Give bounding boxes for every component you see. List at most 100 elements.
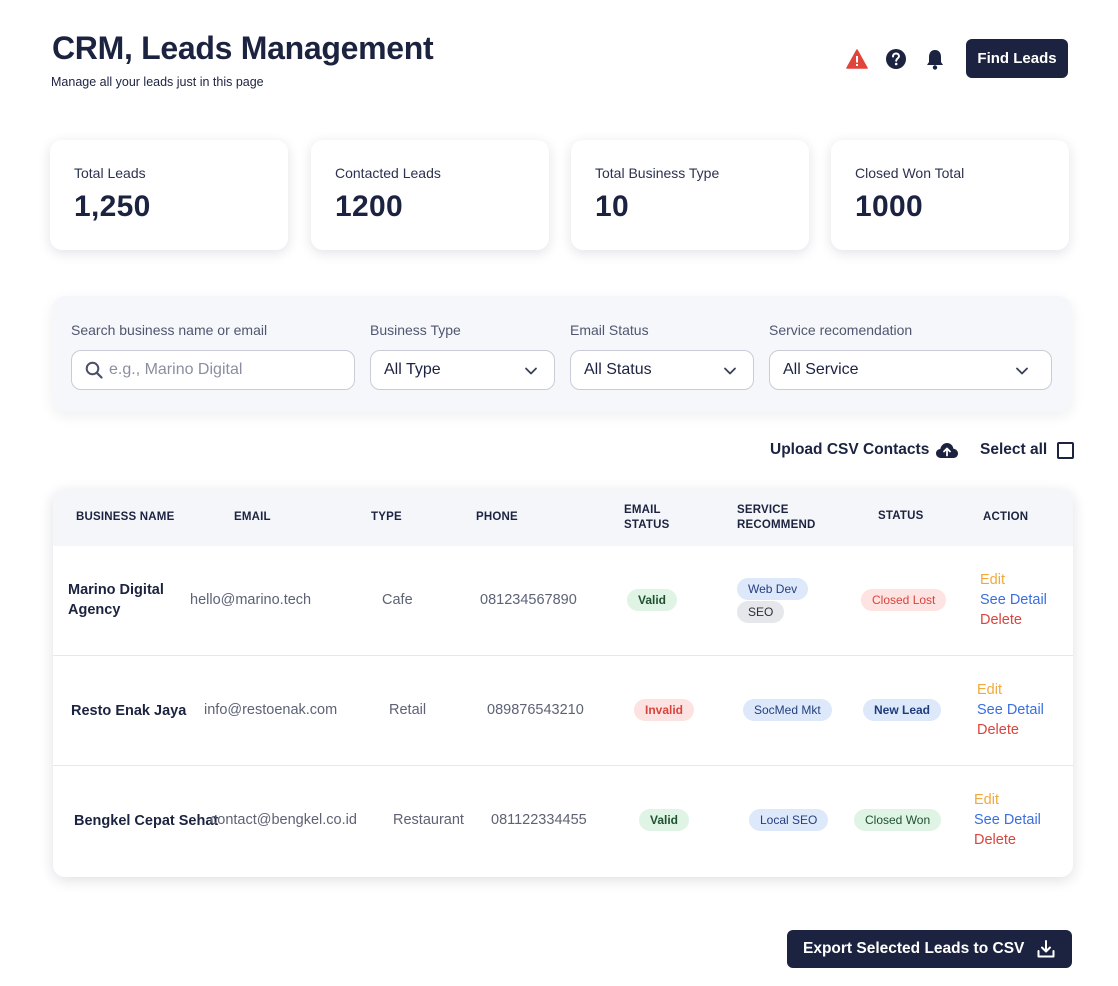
table-row[interactable]: Resto Enak Jaya info@restoenak.com Retai… <box>53 656 1073 766</box>
search-placeholder: e.g., Marino Digital <box>109 361 243 378</box>
business-name: Marino Digital Agency <box>68 580 164 620</box>
header-business-name: BUSINESS NAME <box>76 511 175 523</box>
business-type-label: Business Type <box>370 322 461 338</box>
leads-table: BUSINESS NAME EMAIL TYPE PHONE EMAIL STA… <box>53 490 1073 877</box>
delete-link[interactable]: Delete <box>977 722 1019 738</box>
service-filter: Service recomendation All Service <box>769 322 1052 390</box>
chevron-down-icon <box>724 367 736 375</box>
export-csv-button[interactable]: Export Selected Leads to CSV <box>787 930 1072 968</box>
email-status-badge: Valid <box>627 589 678 611</box>
service-badge: SocMed Mkt <box>743 699 832 721</box>
status-badge: Closed Won <box>854 809 942 831</box>
select-all-checkbox[interactable] <box>1057 441 1075 459</box>
service-badge: SEO <box>737 601 785 623</box>
edit-link[interactable]: Edit <box>977 682 1002 698</box>
status-badge: Closed Lost <box>861 589 947 611</box>
stat-card-contacted-leads: Contacted Leads 1200 <box>311 140 549 250</box>
business-type-filter: Business Type All Type <box>370 322 555 390</box>
header-email-status: EMAIL STATUS <box>624 503 670 533</box>
search-input[interactable]: e.g., Marino Digital <box>71 350 355 390</box>
help-icon[interactable] <box>885 48 907 70</box>
select-all-toggle[interactable]: Select all <box>980 441 1075 459</box>
warning-icon[interactable] <box>846 48 868 70</box>
export-csv-label: Export Selected Leads to CSV <box>803 940 1025 957</box>
business-name: Bengkel Cepat Sehat <box>74 813 219 829</box>
stat-value: 1000 <box>855 190 923 223</box>
see-detail-link[interactable]: See Detail <box>977 702 1044 718</box>
email-status-select[interactable]: All Status <box>570 350 754 390</box>
stat-card-total-leads: Total Leads 1,250 <box>50 140 288 250</box>
email-status-filter: Email Status All Status <box>570 322 754 390</box>
header-email-status-line2: STATUS <box>624 519 670 531</box>
header-service-recommend: SERVICE RECOMMEND <box>737 503 815 533</box>
stat-label: Total Leads <box>74 165 146 181</box>
stat-label: Contacted Leads <box>335 165 441 181</box>
find-leads-button[interactable]: Find Leads <box>966 39 1068 78</box>
search-icon <box>85 361 103 379</box>
header-email-status-line1: EMAIL <box>624 504 661 516</box>
filter-panel: Search business name or email e.g., Mari… <box>52 296 1072 412</box>
email-cell: contact@bengkel.co.id <box>210 812 357 828</box>
upload-csv-label: Upload CSV Contacts <box>770 441 930 458</box>
service-label: Service recomendation <box>769 322 913 338</box>
edit-link[interactable]: Edit <box>974 792 999 808</box>
stat-label: Closed Won Total <box>855 165 965 181</box>
email-status-badge: Invalid <box>634 699 695 721</box>
email-status-value: All Status <box>584 361 652 378</box>
header-action: ACTION <box>983 511 1029 523</box>
delete-link[interactable]: Delete <box>980 612 1022 628</box>
search-label: Search business name or email <box>71 322 268 338</box>
stat-label: Total Business Type <box>595 165 720 181</box>
edit-link[interactable]: Edit <box>980 572 1005 588</box>
upload-csv-button[interactable]: Upload CSV Contacts <box>770 441 959 459</box>
see-detail-link[interactable]: See Detail <box>980 592 1047 608</box>
stat-card-business-type: Total Business Type 10 <box>571 140 809 250</box>
table-header: BUSINESS NAME EMAIL TYPE PHONE EMAIL STA… <box>53 490 1073 546</box>
header-type: TYPE <box>371 511 402 523</box>
business-name-line2: Agency <box>68 602 121 618</box>
service-badge: Web Dev <box>737 578 809 600</box>
type-cell: Restaurant <box>393 812 464 828</box>
page-subtitle: Manage all your leads just in this page <box>51 75 264 89</box>
business-name-line1: Marino Digital <box>68 582 164 598</box>
business-type-value: All Type <box>384 361 441 378</box>
email-cell: info@restoenak.com <box>204 702 338 718</box>
phone-cell: 081234567890 <box>480 592 577 608</box>
row-actions: Edit See Detail Delete <box>974 790 1041 850</box>
business-type-select[interactable]: All Type <box>370 350 555 390</box>
header-status: STATUS <box>878 510 924 522</box>
header-email: EMAIL <box>234 511 271 523</box>
cloud-upload-icon <box>936 443 959 458</box>
download-icon <box>1037 940 1055 958</box>
stat-value: 10 <box>595 190 629 223</box>
select-all-label: Select all <box>980 441 1048 458</box>
chevron-down-icon <box>525 367 537 375</box>
chevron-down-icon <box>1016 367 1028 375</box>
header-service-line1: SERVICE <box>737 504 789 516</box>
bell-icon[interactable] <box>924 48 946 70</box>
status-badge: New Lead <box>863 699 942 721</box>
header-service-line2: RECOMMEND <box>737 519 816 531</box>
stat-value: 1,250 <box>74 190 151 223</box>
delete-link[interactable]: Delete <box>974 832 1016 848</box>
email-status-badge: Valid <box>639 809 690 831</box>
phone-cell: 089876543210 <box>487 702 584 718</box>
email-status-label: Email Status <box>570 322 649 338</box>
stat-value: 1200 <box>335 190 403 223</box>
phone-cell: 081122334455 <box>491 812 587 828</box>
header-phone: PHONE <box>476 511 518 523</box>
service-select[interactable]: All Service <box>769 350 1052 390</box>
page-title: CRM, Leads Management <box>52 30 434 66</box>
row-actions: Edit See Detail Delete <box>977 680 1044 740</box>
type-cell: Cafe <box>382 592 413 608</box>
service-badge: Local SEO <box>749 809 829 831</box>
table-row[interactable]: Marino Digital Agency hello@marino.tech … <box>53 546 1073 656</box>
search-filter: Search business name or email e.g., Mari… <box>71 322 355 390</box>
table-row[interactable]: Bengkel Cepat Sehat contact@bengkel.co.i… <box>53 766 1073 876</box>
service-value: All Service <box>783 361 859 378</box>
stat-card-closed-won: Closed Won Total 1000 <box>831 140 1069 250</box>
business-name: Resto Enak Jaya <box>71 703 187 719</box>
see-detail-link[interactable]: See Detail <box>974 812 1041 828</box>
row-actions: Edit See Detail Delete <box>980 570 1047 630</box>
header-actions: Find Leads <box>846 39 1068 78</box>
